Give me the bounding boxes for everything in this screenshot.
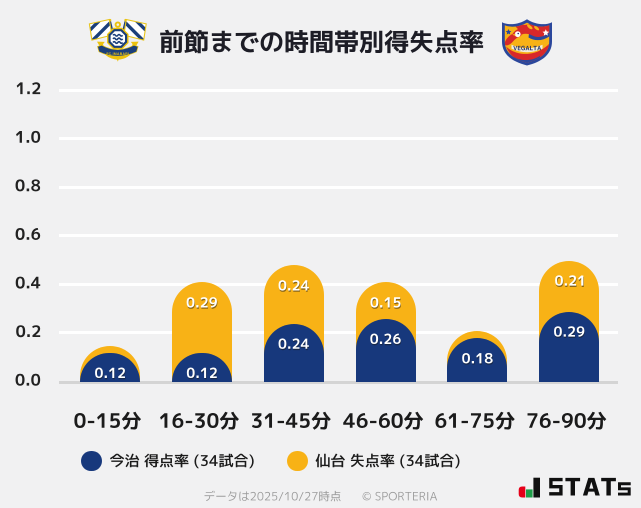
svg-text:FC.IMABARI: FC.IMABARI	[106, 52, 129, 56]
